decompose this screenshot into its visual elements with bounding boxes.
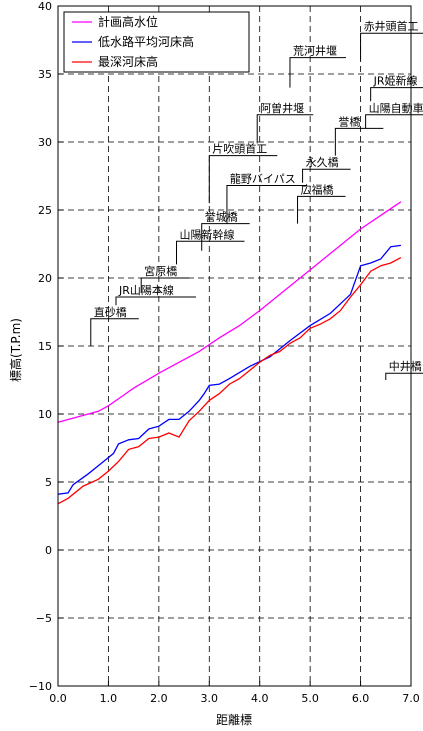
structure-label-6: 片吹頭首工 bbox=[212, 142, 267, 156]
legend-label-2: 最深河床高 bbox=[98, 54, 158, 69]
structure-label-3: 山陽新幹線 bbox=[180, 227, 235, 241]
structure-label-7: 阿曽井堰 bbox=[260, 101, 304, 115]
legend-label-1: 低水路平均河床高 bbox=[98, 34, 194, 49]
structure-label-9: 永久橋 bbox=[306, 155, 339, 169]
y-tick-label: 15 bbox=[38, 340, 52, 353]
x-tick-label: 2.0 bbox=[150, 692, 168, 705]
grid-lines bbox=[58, 6, 411, 686]
structure-marker-4 bbox=[201, 223, 250, 251]
y-tick-label: 35 bbox=[38, 68, 52, 81]
x-axis-ticks: 0.0 1.0 2.0 3.0 4.0 5.0 6.0 7.0 bbox=[49, 681, 420, 705]
y-tick-label: 30 bbox=[38, 136, 52, 149]
structure-marker-10 bbox=[297, 195, 346, 224]
legend: 計画高水位 低水路平均河床高 最深河床高 bbox=[63, 11, 250, 73]
structure-label-4: 誉城橋 bbox=[205, 210, 238, 224]
structure-label-12: 山陽自動車道 bbox=[369, 101, 423, 115]
y-axis-label: 標高(T.P.m) bbox=[8, 318, 23, 382]
structure-marker-0 bbox=[90, 318, 139, 346]
structure-marker-13 bbox=[370, 87, 423, 102]
structure-label-5: 龍野バイパス bbox=[230, 172, 296, 186]
structure-label-11: 誉橋 bbox=[338, 114, 360, 128]
y-tick-label: 10 bbox=[38, 408, 52, 421]
structure-marker-15 bbox=[385, 372, 423, 380]
structure-marker-1 bbox=[115, 296, 196, 306]
structure-marker-12 bbox=[365, 114, 423, 129]
y-axis-ticks: −10 −5 0 5 10 15 20 25 30 35 40 bbox=[29, 0, 63, 693]
structure-label-10: 広福橋 bbox=[301, 182, 334, 196]
structure-marker-7 bbox=[256, 114, 314, 144]
x-tick-label: 3.0 bbox=[201, 692, 219, 705]
structure-label-15: 中井橋 bbox=[389, 359, 422, 373]
plot-marks: 直砂橋 JR山陽本線 宮原橋 山陽新幹線 誉城橋 龍野バイパス 片吹頭首工 阿曽井堰 荒河井堰永… bbox=[57, 19, 423, 505]
x-tick-label: 0.0 bbox=[49, 692, 67, 705]
x-tick-label: 5.0 bbox=[301, 692, 319, 705]
y-tick-label: 20 bbox=[38, 272, 52, 285]
structure-marker-14 bbox=[360, 32, 423, 61]
y-tick-label: −5 bbox=[36, 612, 52, 625]
structure-label-14: 赤井頭首工 bbox=[364, 19, 419, 33]
structure-marker-3 bbox=[176, 240, 245, 265]
y-tick-label: 0 bbox=[45, 544, 52, 557]
series-line-2 bbox=[57, 257, 402, 505]
structure-label-1: JR山陽本線 bbox=[118, 283, 174, 297]
y-tick-label: 5 bbox=[45, 476, 52, 489]
structure-label-0: 直砂橋 bbox=[94, 305, 127, 319]
x-tick-label: 1.0 bbox=[100, 692, 118, 705]
structure-marker-5 bbox=[226, 185, 307, 224]
y-tick-label: −10 bbox=[29, 680, 52, 693]
x-tick-label: 4.0 bbox=[251, 692, 269, 705]
structure-marker-2 bbox=[140, 277, 190, 293]
structure-label-2: 宮原橋 bbox=[144, 264, 177, 278]
y-tick-label: 40 bbox=[38, 0, 52, 13]
series-line-1 bbox=[57, 244, 401, 495]
structure-label-13: JR姫新線 bbox=[373, 74, 418, 88]
x-tick-label: 7.0 bbox=[402, 692, 420, 705]
series-line-0 bbox=[57, 201, 402, 423]
x-tick-label: 6.0 bbox=[352, 692, 370, 705]
x-axis-label: 距離標 bbox=[216, 713, 252, 727]
legend-label-0: 計画高水位 bbox=[98, 14, 158, 29]
structure-label-8: 荒河井堰 bbox=[293, 44, 337, 58]
structure-marker-9 bbox=[302, 168, 351, 183]
structure-marker-6 bbox=[208, 155, 278, 204]
structure-marker-11 bbox=[334, 127, 384, 156]
structure-marker-8 bbox=[289, 57, 346, 88]
legend-box bbox=[63, 11, 250, 73]
y-tick-label: 25 bbox=[38, 204, 52, 217]
